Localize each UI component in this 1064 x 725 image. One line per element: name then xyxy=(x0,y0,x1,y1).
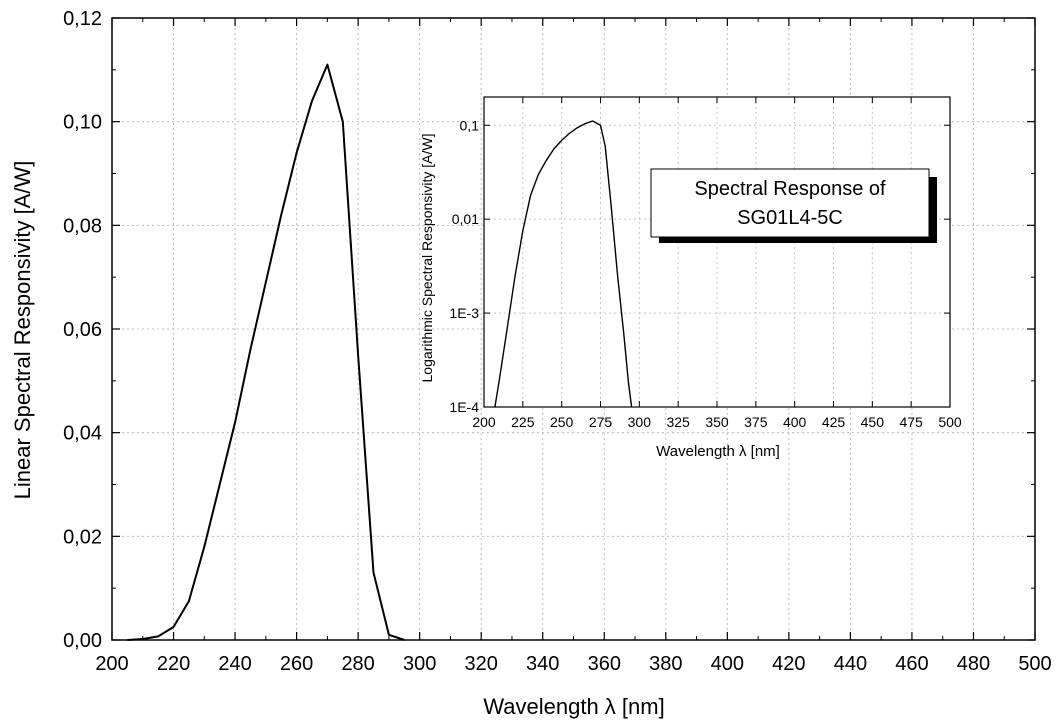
inset-x-tick-label: 275 xyxy=(589,414,613,430)
main-y-tick-label: 0,02 xyxy=(63,526,102,548)
inset-x-tick-label: 300 xyxy=(628,414,652,430)
inset-x-tick-label: 225 xyxy=(511,414,535,430)
inset-grid xyxy=(484,97,950,407)
inset-axes xyxy=(483,96,951,408)
annotation-line-2: SG01L4-5C xyxy=(737,207,843,229)
main-x-tick-label: 360 xyxy=(588,653,621,675)
main-axes xyxy=(111,17,1036,641)
main-y-tick-label: 0,06 xyxy=(63,319,102,341)
main-x-tick-label: 480 xyxy=(957,653,990,675)
main-x-tick-label: 240 xyxy=(218,653,251,675)
main-x-axis-label: Wavelength λ [nm] xyxy=(483,694,664,719)
inset-x-tick-label: 475 xyxy=(899,414,923,430)
inset-y-axis-label: Logarithmic Spectral Responsivity [A/W] xyxy=(419,134,435,383)
annotation-frame xyxy=(650,168,930,238)
inset-x-tick-label: 250 xyxy=(550,414,574,430)
inset-x-tick-label: 325 xyxy=(666,414,690,430)
main-y-axis-label: Linear Spectral Responsivity [A/W] xyxy=(10,161,35,500)
main-series-line xyxy=(127,63,405,641)
main-y-tick-label: 0,00 xyxy=(63,630,102,652)
main-x-tick-label: 320 xyxy=(465,653,498,675)
inset-x-axis-label: Wavelength λ [nm] xyxy=(656,443,780,460)
annotation-line-1: Spectral Response of xyxy=(694,178,886,200)
annotation-box: Spectral Response of SG01L4-5C xyxy=(650,168,937,243)
inset-y-tick-label: 1E-3 xyxy=(449,305,479,321)
main-x-tick-label: 460 xyxy=(895,653,928,675)
main-y-tick-label: 0,10 xyxy=(63,112,102,134)
main-x-tick-label: 220 xyxy=(157,653,190,675)
main-y-tick-label: 0,08 xyxy=(63,215,102,237)
inset-x-tick-label: 450 xyxy=(861,414,885,430)
inset-series-path xyxy=(494,120,633,408)
inset-series-line xyxy=(494,120,633,408)
main-x-tick-label: 200 xyxy=(95,653,128,675)
main-x-tick-labels: 200 220 240 260 280 300 320 340 360 380 400 420 440 4… xyxy=(95,653,1051,675)
inset-x-tick-label: 200 xyxy=(472,414,496,430)
inset-x-tick-label: 350 xyxy=(705,414,729,430)
inset-x-tick-label: 400 xyxy=(783,414,807,430)
inset-x-tick-label: 425 xyxy=(822,414,846,430)
inset-x-tick-label: 375 xyxy=(744,414,768,430)
main-x-tick-label: 280 xyxy=(341,653,374,675)
main-x-tick-label: 380 xyxy=(649,653,682,675)
main-y-tick-label: 0,04 xyxy=(63,423,102,445)
main-y-tick-label: 0,12 xyxy=(63,8,102,30)
main-x-tick-label: 420 xyxy=(772,653,805,675)
main-x-tick-label: 500 xyxy=(1018,653,1051,675)
inset-x-tick-labels: 200 225 250 275 300 325 350 375 400 425 450 475 500 xyxy=(472,414,962,430)
main-y-tick-labels: 0,00 0,02 0,04 0,06 0,08 0,10 0,12 xyxy=(63,8,102,652)
main-x-tick-label: 440 xyxy=(834,653,867,675)
inset-x-tick-label: 500 xyxy=(938,414,962,430)
inset-y-tick-label: 0,1 xyxy=(460,117,480,133)
main-series-path xyxy=(127,63,405,641)
main-x-tick-label: 340 xyxy=(526,653,559,675)
main-x-tick-label: 400 xyxy=(711,653,744,675)
main-x-tick-label: 260 xyxy=(280,653,313,675)
main-x-tick-label: 300 xyxy=(403,653,436,675)
inset-y-tick-labels: 1E-4 1E-3 0,01 0,1 xyxy=(449,117,479,415)
inset-y-tick-label: 0,01 xyxy=(452,211,479,227)
inset-y-tick-label: 1E-4 xyxy=(449,399,479,415)
